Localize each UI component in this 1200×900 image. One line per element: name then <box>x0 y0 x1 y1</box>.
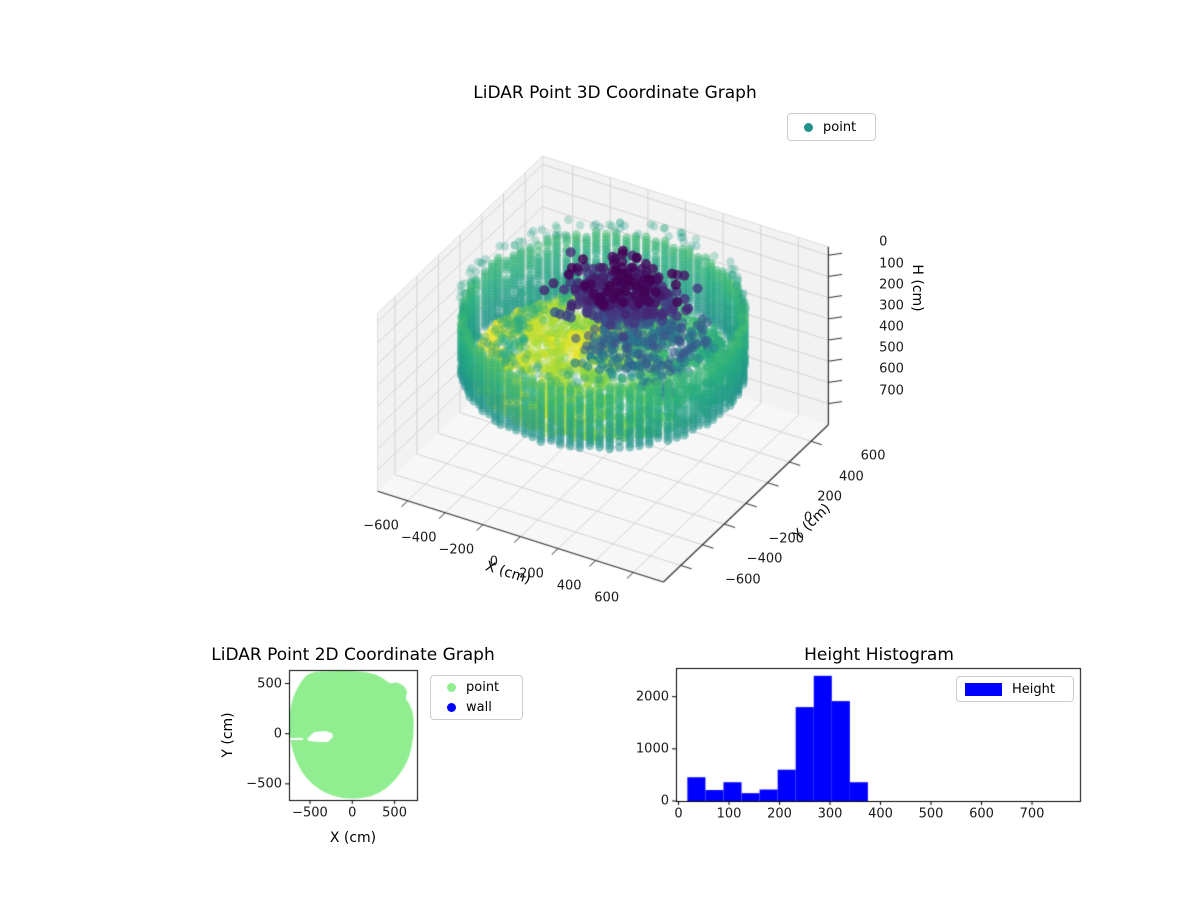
wall-marker-icon <box>447 702 456 712</box>
legend-item-point-3d: point <box>796 117 867 137</box>
plot3d-zlabel: H (cm) <box>909 264 925 312</box>
plot2d-legend: point wall <box>430 675 523 720</box>
legend-item-wall-2d: wall <box>439 698 514 718</box>
plot3d-title: LiDAR Point 3D Coordinate Graph <box>473 83 757 103</box>
legend-item-point-2d: point <box>439 678 514 698</box>
legend-label: point <box>466 680 500 696</box>
legend-label: point <box>823 119 857 135</box>
hist-legend: Height <box>956 676 1074 702</box>
legend-label: wall <box>466 699 492 715</box>
plot3d-legend: point <box>787 113 876 141</box>
plot2d-xlabel: X (cm) <box>329 830 377 846</box>
point-marker-icon <box>804 122 813 132</box>
height-swatch-icon <box>965 682 1002 696</box>
hist-title: Height Histogram <box>804 645 954 665</box>
legend-label: Height <box>1012 681 1055 697</box>
legend-item-height: Height <box>965 679 1065 699</box>
point-marker-icon <box>447 683 456 693</box>
plot2d-ylabel: Y (cm) <box>220 712 236 758</box>
plot2d-title: LiDAR Point 2D Coordinate Graph <box>211 645 495 665</box>
